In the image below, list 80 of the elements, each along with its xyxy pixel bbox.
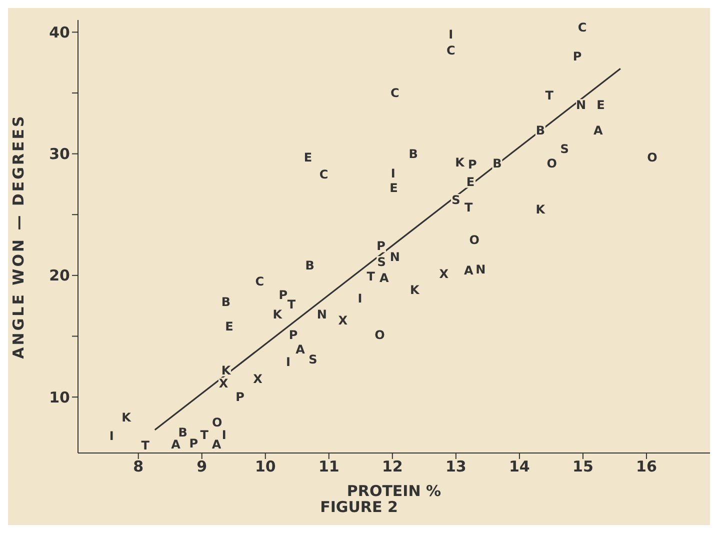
annotation: B xyxy=(178,425,188,440)
x-tick-label: 15 xyxy=(572,458,594,476)
annotation: I xyxy=(390,166,396,180)
annotation: C xyxy=(578,20,587,34)
annotation: B xyxy=(492,156,502,171)
caption: FIGURE 2 xyxy=(319,498,399,516)
annotation: A xyxy=(212,437,222,452)
x-tick-label: 16 xyxy=(636,458,657,476)
annotation: B xyxy=(408,146,418,161)
annotation: K xyxy=(221,363,232,378)
annotation: P xyxy=(288,328,298,342)
annotation: C xyxy=(390,86,400,100)
annotation: X xyxy=(253,372,264,386)
annotation: P xyxy=(572,49,582,64)
annotation: N xyxy=(576,98,586,112)
annotation: O xyxy=(212,416,222,430)
annotation: N xyxy=(390,250,400,264)
annotation: K xyxy=(272,307,283,322)
annotation: B xyxy=(221,295,231,310)
annotation: P xyxy=(468,158,478,172)
annotation: S xyxy=(377,255,386,270)
y-axis-title: ANGLE WON — DEGREES xyxy=(9,114,28,359)
annotation: I xyxy=(286,354,290,369)
annotation: X xyxy=(439,267,450,282)
annotation: A xyxy=(594,124,604,138)
annotation: O xyxy=(469,233,480,248)
annotation: C xyxy=(446,43,456,58)
annotation: P xyxy=(278,288,288,302)
annotation: K xyxy=(536,202,546,217)
annotation: S xyxy=(560,142,569,156)
annotation: X xyxy=(218,376,229,391)
annotation: S xyxy=(452,193,460,208)
annotation: A xyxy=(296,342,306,357)
annotation: P xyxy=(236,390,245,404)
annotation: A xyxy=(464,264,474,278)
annotation: B xyxy=(536,124,545,138)
y-tick-label: 20 xyxy=(49,266,70,285)
annotation: K xyxy=(455,155,466,170)
annotation: O xyxy=(647,150,658,164)
annotation: I xyxy=(358,292,362,306)
annotation: X xyxy=(338,313,348,328)
annotation: I xyxy=(448,28,454,42)
annotation: C xyxy=(319,167,328,182)
annotation: E xyxy=(466,174,475,189)
x-tick-label: 12 xyxy=(382,458,403,476)
x-tick-label: 8 xyxy=(133,458,144,476)
y-tick-label: 10 xyxy=(49,388,70,406)
annotation: C xyxy=(255,274,264,289)
annotation: S xyxy=(308,352,318,366)
annotation: O xyxy=(374,328,385,342)
x-tick-label: 14 xyxy=(509,458,530,476)
annotation: K xyxy=(410,283,420,298)
annotation: T xyxy=(545,88,554,102)
annotation: T xyxy=(141,438,150,453)
x-tick-label: 13 xyxy=(445,458,466,476)
annotation: E xyxy=(596,98,605,112)
annotation: A xyxy=(171,437,182,452)
annotation: O xyxy=(546,156,557,171)
annotation: T xyxy=(200,428,210,442)
annotation: T xyxy=(366,270,376,284)
x-tick-label: 9 xyxy=(196,458,208,476)
annotation: I xyxy=(109,428,114,443)
x-axis-title: PROTEIN % xyxy=(346,482,442,500)
x-tick-label: 10 xyxy=(254,458,276,476)
annotation: E xyxy=(304,150,312,164)
annotation: A xyxy=(380,270,390,285)
y-tick-label: 30 xyxy=(49,145,70,164)
x-tick-label: 11 xyxy=(318,458,340,476)
annotation: T xyxy=(464,200,474,214)
annotation: K xyxy=(122,410,132,425)
annotation: P xyxy=(376,239,386,254)
annotation: E xyxy=(390,180,398,195)
annotation: N xyxy=(476,262,486,276)
annotation: P xyxy=(189,436,198,450)
annotation: I xyxy=(222,428,226,442)
annotation: E xyxy=(225,320,234,334)
annotation: B xyxy=(305,258,314,273)
annotation: T xyxy=(287,298,296,312)
y-tick-label: 40 xyxy=(49,23,70,42)
annotation: N xyxy=(316,307,327,322)
